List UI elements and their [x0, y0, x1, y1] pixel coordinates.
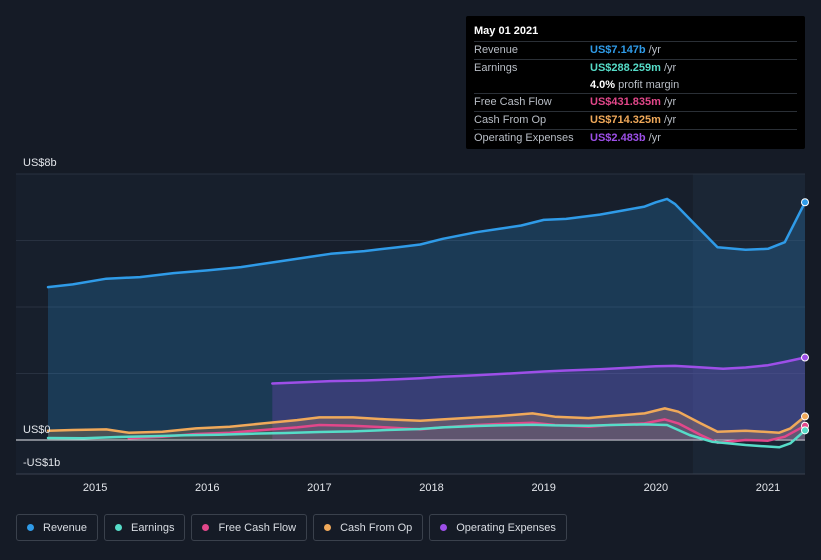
earnings-end-point	[801, 426, 809, 435]
tooltip-row-unit: /yr	[663, 114, 677, 127]
chart-background	[16, 174, 805, 474]
legend-item[interactable]: Earnings	[104, 514, 186, 541]
y-axis-label: US$8b	[23, 157, 57, 169]
legend-item[interactable]: Cash From Op	[313, 514, 424, 541]
y-axis-labels: US$8b US$0 -US$1b	[23, 157, 60, 469]
earnings-line	[46, 423, 807, 449]
plot-area	[16, 174, 805, 474]
legend-dot-icon	[115, 524, 123, 531]
x-axis-labels: 2015 2016 2017 2018 2019 2020 2021	[83, 482, 780, 494]
tooltip-row: Operating Expenses US$2.483b/yr	[474, 128, 797, 147]
legend-label: Operating Expenses	[456, 521, 556, 534]
tooltip-row-label: Free Cash Flow	[474, 96, 552, 109]
y-axis-label: -US$1b	[23, 457, 60, 469]
revenue-area	[48, 198, 805, 440]
revenue-line	[46, 197, 807, 289]
tooltip-row-unit: /yr	[663, 96, 677, 109]
tooltip-row-unit: /yr	[648, 131, 661, 144]
tooltip-row: 4.0% profit margin	[474, 77, 797, 94]
tooltip-row-value: US$714.325m	[590, 114, 661, 127]
legend-dot-icon	[440, 524, 448, 531]
legend-label: Cash From Op	[340, 521, 413, 534]
cash-from-op-end-point	[801, 412, 809, 421]
tooltip-row-value: US$431.835m	[590, 96, 661, 109]
x-axis-tick-label: 2021	[756, 482, 780, 494]
legend: Revenue Earnings Free Cash Flow Cash From O…	[16, 514, 567, 541]
x-axis-tick-label: 2017	[307, 482, 331, 494]
tooltip-row-label: Earnings	[474, 61, 518, 74]
x-axis-tick-label: 2019	[531, 482, 555, 494]
tooltip-date: May 01 2021	[474, 25, 539, 37]
y-axis-label: US$0	[23, 424, 51, 436]
legend-item[interactable]: Operating Expenses	[429, 514, 567, 541]
operating-expenses-end-point	[801, 353, 809, 362]
series-lines	[46, 197, 807, 449]
operating-expenses-line	[271, 356, 807, 385]
tooltip-row: Revenue US$7.147b/yr	[474, 41, 797, 59]
tooltip-row-unit: /yr	[663, 61, 677, 74]
tooltip-row-label: Cash From Op	[474, 114, 547, 127]
tooltip-row-value: US$2.483b	[590, 131, 646, 144]
legend-item[interactable]: Free Cash Flow	[191, 514, 308, 541]
tooltip-row-label: Operating Expenses	[474, 131, 574, 144]
tooltip-row-label: Revenue	[474, 44, 519, 56]
tooltip-row-unit: /yr	[648, 44, 661, 56]
forecast-region	[692, 174, 805, 474]
x-axis-tick-label: 2018	[419, 482, 443, 494]
legend-label: Revenue	[43, 521, 88, 534]
tooltip-row-unit: profit margin	[618, 78, 680, 91]
gridlines	[16, 173, 805, 475]
legend-label: Free Cash Flow	[218, 521, 297, 534]
legend-dot-icon	[324, 524, 332, 531]
legend-dot-icon	[202, 524, 210, 531]
legend-dot-icon	[27, 524, 34, 531]
x-axis-tick-label: 2015	[83, 482, 107, 494]
tooltip-row: Earnings US$288.259m/yr	[474, 58, 797, 77]
x-axis-tick-label: 2016	[195, 482, 219, 494]
legend-label: Earnings	[131, 521, 175, 534]
cash-from-op-line	[46, 407, 807, 434]
tooltip-row: Free Cash Flow US$431.835m/yr	[474, 93, 797, 111]
tooltip-row-value: US$7.147b	[590, 44, 646, 56]
tooltip-rows: Revenue US$7.147b/yr Earnings US$288.259m/y…	[474, 41, 797, 147]
tooltip-row-value: 4.0%	[590, 78, 616, 91]
series-end-markers	[801, 198, 809, 435]
legend-item[interactable]: Revenue	[16, 514, 99, 541]
tooltip-row: Cash From Op US$714.325m/yr	[474, 111, 797, 129]
tooltip: May 01 2021 Revenue US$7.147b/yr Earnings U…	[466, 16, 805, 149]
tooltip-row-value: US$288.259m	[590, 61, 661, 74]
revenue-end-point	[801, 198, 809, 207]
x-axis-tick-label: 2020	[644, 482, 668, 494]
tooltip-row-label	[474, 77, 590, 94]
